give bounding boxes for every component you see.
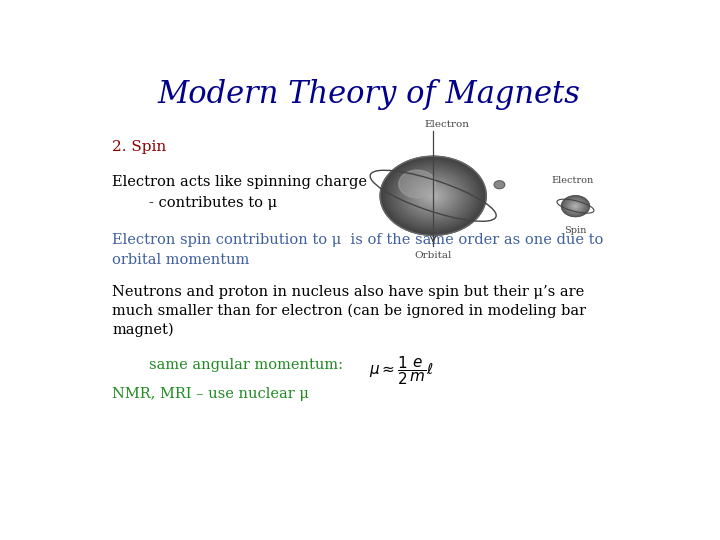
Text: Electron acts like spinning charge: Electron acts like spinning charge [112, 175, 367, 189]
Circle shape [567, 199, 585, 213]
Circle shape [385, 160, 481, 231]
Circle shape [412, 180, 454, 212]
Circle shape [565, 198, 586, 214]
Circle shape [564, 197, 588, 215]
Circle shape [407, 176, 459, 215]
Circle shape [570, 202, 581, 211]
Circle shape [395, 167, 472, 225]
Text: Modern Theory of Magnets: Modern Theory of Magnets [158, 79, 580, 110]
Text: magnet): magnet) [112, 322, 174, 337]
Circle shape [424, 189, 442, 202]
Circle shape [382, 158, 485, 234]
Circle shape [420, 186, 446, 205]
Text: NMR, MRI – use nuclear μ: NMR, MRI – use nuclear μ [112, 387, 309, 401]
Circle shape [562, 196, 590, 217]
Circle shape [399, 170, 436, 198]
Text: Spin: Spin [564, 226, 587, 235]
Text: 2. Spin: 2. Spin [112, 140, 166, 154]
Circle shape [384, 159, 482, 233]
Circle shape [418, 184, 449, 207]
Circle shape [562, 197, 589, 216]
Circle shape [408, 177, 458, 214]
Circle shape [570, 201, 582, 211]
Circle shape [431, 194, 435, 197]
Circle shape [570, 202, 580, 210]
Text: Electron: Electron [552, 177, 594, 185]
Circle shape [574, 205, 577, 207]
Circle shape [428, 192, 438, 200]
Circle shape [401, 172, 465, 219]
Circle shape [387, 161, 479, 230]
Text: same angular momentum:: same angular momentum: [112, 358, 343, 372]
Circle shape [569, 201, 582, 211]
Circle shape [575, 206, 576, 207]
Circle shape [400, 171, 467, 221]
Circle shape [567, 200, 584, 212]
Text: orbital momentum: orbital momentum [112, 253, 250, 267]
Circle shape [392, 165, 474, 226]
Circle shape [572, 204, 578, 208]
Circle shape [571, 203, 580, 210]
Circle shape [410, 179, 456, 213]
Text: Neutrons and proton in nucleus also have spin but their μ’s are: Neutrons and proton in nucleus also have… [112, 285, 585, 299]
Circle shape [430, 193, 437, 198]
Circle shape [389, 163, 477, 229]
Circle shape [573, 205, 577, 208]
Circle shape [403, 173, 463, 218]
Text: - contributes to μ: - contributes to μ [112, 196, 277, 210]
Text: $\mu \approx \dfrac{1}{2}\dfrac{e}{m}\ell$: $\mu \approx \dfrac{1}{2}\dfrac{e}{m}\el… [369, 354, 433, 387]
Text: much smaller than for electron (can be ignored in modeling bar: much smaller than for electron (can be i… [112, 304, 587, 318]
Circle shape [414, 181, 453, 210]
Circle shape [391, 164, 476, 227]
Text: Electron: Electron [425, 120, 469, 129]
Circle shape [564, 198, 587, 214]
Text: Electron spin contribution to μ  is of the same order as one due to: Electron spin contribution to μ is of th… [112, 233, 603, 247]
Circle shape [398, 170, 469, 222]
Circle shape [419, 185, 447, 206]
Circle shape [380, 156, 486, 235]
Circle shape [566, 199, 585, 213]
Text: Orbital: Orbital [415, 251, 452, 260]
Circle shape [568, 200, 583, 212]
Circle shape [572, 204, 579, 209]
Circle shape [494, 181, 505, 188]
Circle shape [405, 175, 462, 217]
Circle shape [415, 183, 451, 209]
Circle shape [426, 191, 440, 201]
Circle shape [396, 168, 470, 224]
Circle shape [563, 197, 588, 215]
Circle shape [423, 188, 444, 204]
